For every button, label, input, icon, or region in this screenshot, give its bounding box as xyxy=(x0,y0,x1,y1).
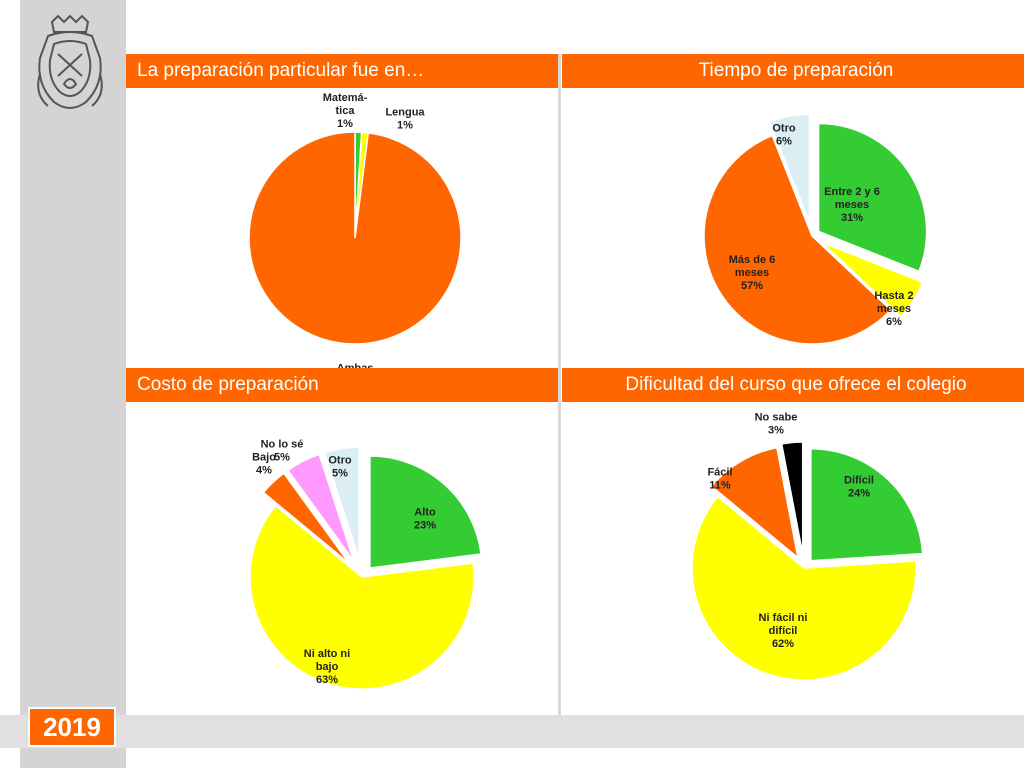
year-badge: 2019 xyxy=(28,707,116,747)
pie-slice-no-sabe xyxy=(780,441,804,555)
pie-label-no-sabe: No sabe 3% xyxy=(755,412,798,437)
pie-label-matematica: Matemá-tica 1% xyxy=(323,92,368,130)
pie-label-otro: Otro 5% xyxy=(328,455,352,480)
panel-divider xyxy=(558,54,561,715)
pie-label-ni-facil-ni-dificil: Ni fácil ni difícil 62% xyxy=(759,612,808,650)
pie-slice-otro xyxy=(323,446,360,560)
pie-label-bajo: Bajo 4% xyxy=(252,452,276,477)
pie-slice-alto xyxy=(369,455,482,569)
pie-label-lengua: Lengua 1% xyxy=(385,107,425,132)
panel-title-preparation-cost: Costo de preparación xyxy=(126,368,558,402)
pie-label-ambas: Ambas98% xyxy=(337,363,374,369)
pie-slice-ni-alto-ni-bajo xyxy=(249,504,475,690)
pie-label-no-lo-se: No lo sé 5% xyxy=(261,439,304,464)
footer-band xyxy=(0,715,1024,748)
pie-slice-bajo xyxy=(262,472,351,565)
pie-chart-preparation-cost: Alto 23% Ni alto ni bajo 63% Bajo 4%No lo sé 5%… xyxy=(249,439,482,690)
pie-label-entre-2-y-6-meses: Entre 2 y 6 meses 31% xyxy=(824,186,880,224)
panel-title-course-difficulty: Dificultad del curso que ofrece el coleg… xyxy=(562,368,1024,402)
pie-label-mas-de-6-meses: Más de 6 meses 57% xyxy=(729,254,775,292)
pie-slice-no-lo-se xyxy=(286,453,355,562)
pie-slice-facil xyxy=(710,446,800,560)
pie-slice-ambas xyxy=(248,131,462,345)
pie-slice-mas-de-6-meses xyxy=(703,134,892,345)
pie-slice-entre-2-y-6-meses xyxy=(817,122,928,273)
pie-slice-dificil xyxy=(810,447,924,562)
pie-label-hasta-2-meses: Hasta 2 meses 6% xyxy=(874,290,913,328)
pie-slice-otro xyxy=(768,113,811,223)
pie-chart-preparation-time: Entre 2 y 6 meses 31% Hasta 2 meses 6% Más de … xyxy=(703,113,928,345)
panel-title-preparation-time: Tiempo de preparación xyxy=(562,54,1024,88)
pie-slice-hasta-2-meses xyxy=(821,241,924,318)
pie-label-dificil: Difícil 24% xyxy=(844,475,874,500)
pie-slice-ni-facil-ni-dificil xyxy=(691,495,917,681)
panel-title-preparation-type: La preparación particular fue en… xyxy=(126,54,558,88)
pie-label-facil: Fácil 11% xyxy=(707,467,732,492)
side-strip xyxy=(20,0,126,768)
pie-label-ni-alto-ni-bajo: Ni alto ni bajo 63% xyxy=(304,648,350,686)
pie-chart-course-difficulty: Difícil 24% Ni fácil ni difícil 62% Fácil 11% N… xyxy=(691,412,924,681)
pie-label-alto: Alto 23% xyxy=(414,507,436,532)
university-crest-icon xyxy=(37,14,103,109)
pie-label-otro: Otro 6% xyxy=(772,123,796,148)
